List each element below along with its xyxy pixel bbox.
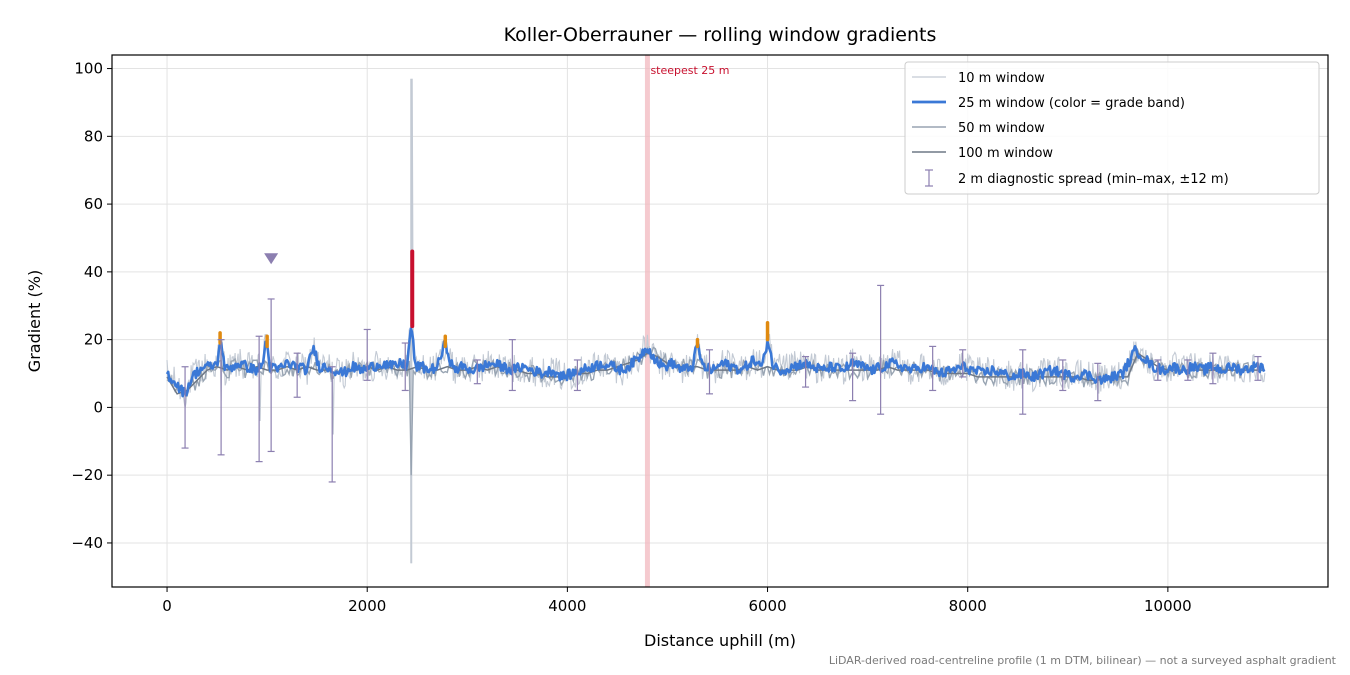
y-axis-label: Gradient (%) xyxy=(25,270,44,372)
spread-offscale-marker xyxy=(264,253,279,265)
y-tick-label: 60 xyxy=(84,195,103,213)
x-tick-label: 4000 xyxy=(548,597,586,615)
y-tick-label: −40 xyxy=(71,534,103,552)
spread-bar xyxy=(1254,355,1262,381)
spread-bar xyxy=(508,339,516,392)
y-tick-label: −20 xyxy=(71,466,103,484)
x-tick-label: 2000 xyxy=(348,597,386,615)
spread-bar xyxy=(181,366,189,449)
steepest-label: steepest 25 m xyxy=(650,64,729,77)
y-tick-label: 100 xyxy=(74,60,103,78)
legend-label-10m: 10 m window xyxy=(958,71,1045,86)
plot-area xyxy=(165,78,1266,564)
spread-bar xyxy=(401,342,409,392)
spread-bar xyxy=(1019,349,1027,415)
legend-label-spread: 2 m diagnostic spread (min–max, ±12 m) xyxy=(958,172,1229,187)
spread-bar xyxy=(959,349,967,378)
spread-bar xyxy=(217,339,225,456)
line-25m-window xyxy=(165,327,1266,398)
diagnostic-spread-bars xyxy=(181,253,1262,483)
legend-swatch-spread xyxy=(925,169,933,187)
spread-bar xyxy=(1094,362,1102,402)
spread-bar xyxy=(705,349,713,395)
spread-bar xyxy=(255,335,263,463)
spread-bar xyxy=(1154,359,1162,381)
plot-frame xyxy=(111,54,1329,588)
spread-bar xyxy=(929,345,937,392)
spread-bar xyxy=(267,298,275,453)
spread-bar xyxy=(849,352,857,402)
spread-bar xyxy=(877,284,885,415)
legend-label-25m: 25 m window (color = grade band) xyxy=(958,96,1185,111)
x-tick-label: 6000 xyxy=(748,597,786,615)
spread-bar xyxy=(1209,352,1217,385)
chart-title: Koller-Oberrauner — rolling window gradi… xyxy=(504,24,937,46)
spread-bar xyxy=(363,328,371,381)
series-25m-window xyxy=(165,327,1266,398)
spread-bar xyxy=(573,359,581,392)
x-axis-label: Distance uphill (m) xyxy=(644,631,796,650)
spread-bar xyxy=(328,366,336,483)
y-tick-label: 0 xyxy=(93,398,103,416)
footnote: LiDAR-derived road-centreline profile (1… xyxy=(829,654,1337,667)
legend-label-50m: 50 m window xyxy=(958,121,1045,136)
x-axis-ticks: 0 2000 4000 6000 8000 10000 xyxy=(162,587,1192,615)
spread-bar xyxy=(802,355,810,388)
spread-bar xyxy=(1184,359,1192,381)
y-tick-label: 80 xyxy=(84,127,103,145)
x-tick-label: 10000 xyxy=(1144,597,1192,615)
legend-box xyxy=(904,61,1320,195)
line-10m-window xyxy=(166,78,1266,564)
x-tick-label: 8000 xyxy=(949,597,987,615)
steepest-segment-marker: steepest 25 m xyxy=(644,55,730,587)
y-tick-label: 20 xyxy=(84,331,103,349)
steepest-band xyxy=(644,55,650,587)
x-tick-label: 0 xyxy=(162,597,172,615)
y-axis-ticks: −40 −20 0 20 40 60 80 100 xyxy=(71,60,112,552)
spread-bar xyxy=(473,359,481,385)
legend: 10 m window 25 m window (color = grade b… xyxy=(904,61,1320,195)
spread-bar xyxy=(293,352,301,398)
grade-band-highlights xyxy=(218,249,770,349)
y-tick-label: 40 xyxy=(84,263,103,281)
legend-label-100m: 100 m window xyxy=(958,146,1053,161)
spread-bar xyxy=(1059,359,1067,392)
